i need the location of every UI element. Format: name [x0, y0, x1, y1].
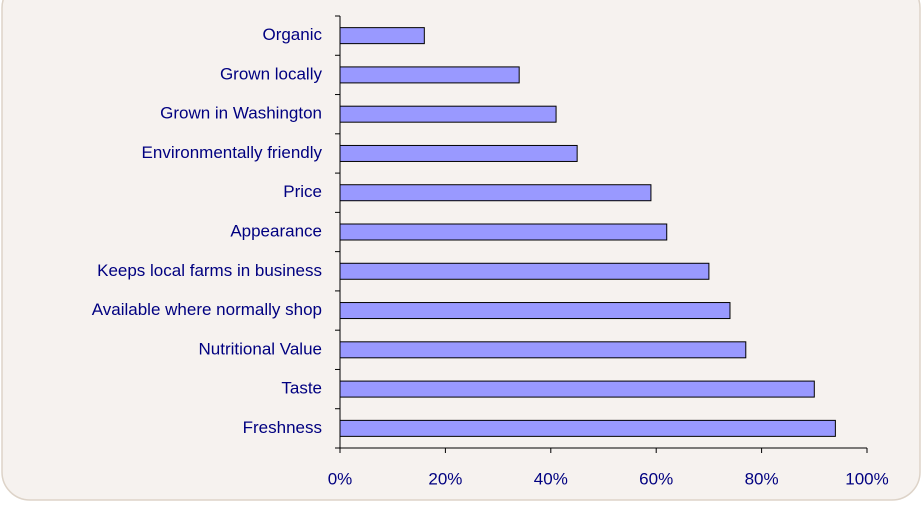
bar — [339, 27, 425, 45]
y-tick-label: Grown locally — [220, 64, 323, 83]
y-tick-label: Grown in Washington — [160, 104, 322, 123]
y-tick-label: Environmentally friendly — [142, 143, 323, 162]
bar — [339, 223, 668, 241]
y-tick-label: Available where normally shop — [92, 300, 322, 319]
bar — [339, 144, 578, 162]
bar — [339, 66, 520, 84]
x-tick-label: 100% — [845, 469, 888, 488]
bar — [339, 262, 710, 280]
x-tick-label: 60% — [639, 469, 673, 488]
bar — [339, 419, 836, 437]
x-tick-label: 80% — [745, 469, 779, 488]
y-tick-label: Nutritional Value — [199, 339, 322, 358]
bar — [339, 341, 747, 359]
x-tick-label: 20% — [428, 469, 462, 488]
x-tick-label: 40% — [534, 469, 568, 488]
y-tick-label: Freshness — [243, 418, 322, 437]
y-tick-label: Price — [283, 182, 322, 201]
bar — [339, 380, 815, 398]
y-tick-label: Organic — [262, 25, 322, 44]
bar — [339, 184, 652, 202]
bar — [339, 302, 731, 320]
bar — [339, 105, 557, 123]
x-tick-label: 0% — [328, 469, 353, 488]
y-tick-label: Taste — [281, 379, 322, 398]
y-tick-label: Appearance — [230, 221, 322, 240]
y-tick-label: Keeps local farms in business — [97, 261, 322, 280]
